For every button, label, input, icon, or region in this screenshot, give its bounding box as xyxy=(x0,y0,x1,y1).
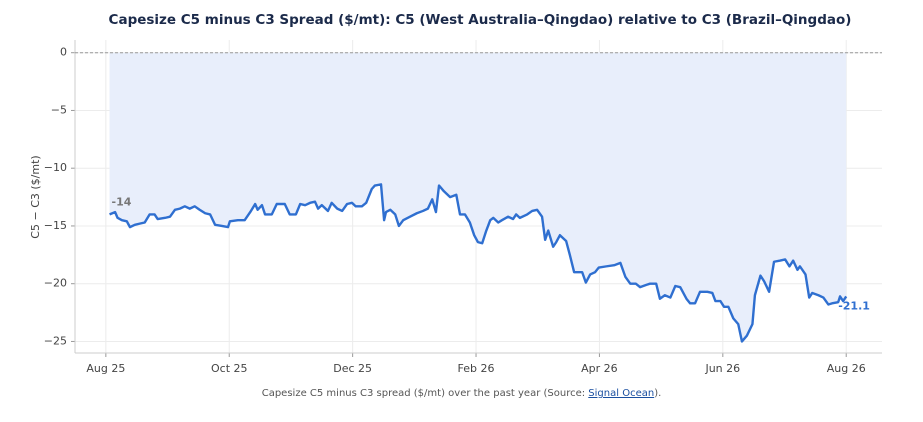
y-tick-label: −15 xyxy=(44,219,67,232)
x-tick-label: Jun 26 xyxy=(704,362,740,375)
chart-title: Capesize C5 minus C3 Spread ($/mt): C5 (… xyxy=(109,12,852,28)
x-tick-label: Apr 26 xyxy=(581,362,618,375)
x-tick-label: Feb 26 xyxy=(458,362,495,375)
y-axis-label: C5 − C3 ($/mt) xyxy=(29,155,42,238)
chart: Capesize C5 minus C3 Spread ($/mt): C5 (… xyxy=(29,12,882,375)
y-tick-label: −10 xyxy=(44,161,67,174)
y-tick-label: −20 xyxy=(44,277,67,290)
y-tick-label: −5 xyxy=(51,103,67,116)
caption-text: Capesize C5 minus C3 spread ($/mt) over … xyxy=(261,388,589,399)
area-fill xyxy=(109,52,847,342)
x-tick-label: Aug 25 xyxy=(86,362,125,375)
source-link[interactable]: Signal Ocean xyxy=(588,388,655,399)
caption-text: ). xyxy=(654,388,662,399)
end-label: -21.1 xyxy=(838,299,870,312)
x-tick-label: Dec 25 xyxy=(333,362,372,375)
start-label: -14 xyxy=(112,195,132,208)
caption: Capesize C5 minus C3 spread ($/mt) over … xyxy=(0,388,923,399)
x-tick-label: Aug 26 xyxy=(827,362,866,375)
x-tick-label: Oct 25 xyxy=(211,362,248,375)
line xyxy=(109,183,848,343)
y-tick-label: −25 xyxy=(44,334,67,347)
y-tick-label: 0 xyxy=(60,46,67,59)
